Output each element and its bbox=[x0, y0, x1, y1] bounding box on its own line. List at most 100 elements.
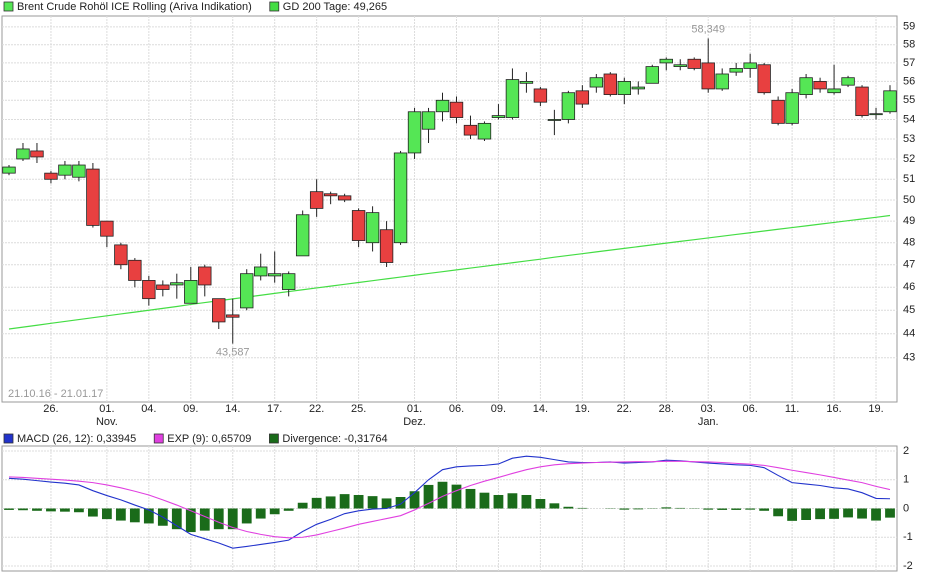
x-tick-label: 01. bbox=[99, 403, 114, 415]
candle-body bbox=[533, 88, 548, 103]
divergence-bar bbox=[479, 492, 490, 509]
y-tick-label: 54 bbox=[903, 113, 915, 125]
candle-body bbox=[589, 77, 604, 88]
divergence-bar bbox=[129, 508, 140, 523]
x-tick-label: 25. bbox=[351, 403, 366, 415]
y-tick-label: 43 bbox=[903, 352, 915, 364]
divergence-bar bbox=[311, 497, 322, 509]
divergence-bar bbox=[857, 508, 867, 519]
x-tick-label: 09. bbox=[183, 403, 198, 415]
candle-body bbox=[309, 191, 324, 209]
annotation: 58,349 bbox=[691, 23, 725, 35]
y-tick-label: 45 bbox=[903, 304, 915, 316]
x-month-label: Jan. bbox=[698, 416, 719, 428]
candle-body bbox=[883, 90, 897, 113]
divergence-bar bbox=[843, 508, 853, 518]
x-tick-label: 09. bbox=[491, 403, 506, 415]
candle-body bbox=[268, 273, 282, 277]
divergence-bar bbox=[549, 503, 560, 509]
date-range: 21.10.16 - 21.01.17 bbox=[8, 388, 103, 400]
divergence-bar bbox=[787, 508, 798, 521]
y-tick-label: 1 bbox=[903, 474, 909, 486]
candle-body bbox=[687, 58, 701, 69]
y-tick-label: 51 bbox=[903, 173, 915, 185]
candle-body bbox=[407, 111, 422, 154]
legend-swatch bbox=[153, 433, 164, 444]
candle-body bbox=[757, 64, 771, 94]
divergence-bar bbox=[535, 499, 546, 509]
candle-body bbox=[2, 166, 16, 174]
candle-body bbox=[855, 86, 869, 117]
divergence-bar bbox=[339, 494, 350, 509]
y-tick-label: 53 bbox=[903, 133, 915, 145]
candle-body bbox=[114, 244, 128, 266]
x-tick-label: 26. bbox=[43, 403, 58, 415]
candle-body bbox=[72, 164, 86, 178]
candle-body bbox=[449, 101, 464, 118]
divergence-bar bbox=[885, 508, 895, 518]
candle-body bbox=[281, 273, 296, 290]
x-tick-label: 06. bbox=[449, 403, 464, 415]
candle-body bbox=[869, 113, 883, 116]
legend-label: Divergence: -0,31764 bbox=[282, 433, 387, 445]
x-tick-label: 14. bbox=[225, 403, 240, 415]
legend-label: MACD (26, 12): 0,33945 bbox=[17, 433, 136, 445]
indicator-line bbox=[8, 460, 891, 539]
y-tick-label: 0 bbox=[903, 502, 909, 514]
y-tick-label: 44 bbox=[903, 328, 915, 340]
divergence-bar bbox=[4, 508, 14, 510]
annotation: 43,587 bbox=[216, 347, 250, 359]
x-month-label: Dez. bbox=[403, 416, 426, 428]
candle-body bbox=[295, 214, 310, 257]
candle-body bbox=[813, 81, 827, 90]
divergence-bar bbox=[395, 497, 406, 509]
candle-body bbox=[505, 79, 520, 118]
divergence-bar bbox=[143, 508, 154, 524]
candle-body bbox=[212, 298, 226, 323]
candle-body bbox=[226, 314, 240, 318]
y-tick-label: 55 bbox=[903, 94, 915, 106]
candle-body bbox=[86, 168, 100, 226]
divergence-bar bbox=[577, 507, 588, 509]
legend-swatch bbox=[3, 1, 14, 12]
divergence-bar bbox=[353, 494, 364, 509]
x-tick-label: 19. bbox=[575, 403, 590, 415]
candle-body bbox=[44, 172, 58, 180]
divergence-bar bbox=[283, 508, 294, 511]
divergence-bar bbox=[46, 508, 56, 512]
candle-body bbox=[827, 88, 841, 94]
y-tick-label: 2 bbox=[903, 445, 909, 457]
divergence-bar bbox=[18, 508, 28, 511]
candle-body bbox=[393, 152, 408, 244]
divergence-bar bbox=[381, 498, 392, 509]
x-tick-label: 22. bbox=[617, 403, 632, 415]
candle-body bbox=[771, 99, 785, 124]
divergence-bar bbox=[829, 508, 839, 519]
divergence-bar bbox=[521, 494, 532, 509]
y-tick-label: 47 bbox=[903, 259, 915, 271]
y-tick-label: 49 bbox=[903, 215, 915, 227]
legend-label: EXP (9): 0,65709 bbox=[167, 433, 251, 445]
divergence-bar bbox=[703, 508, 714, 510]
candle-body bbox=[421, 111, 436, 130]
divergence-bar bbox=[437, 481, 448, 509]
x-tick-label: 22. bbox=[309, 403, 324, 415]
candle-body bbox=[463, 124, 478, 136]
candle-body bbox=[379, 229, 394, 263]
candle-body bbox=[617, 81, 631, 95]
divergence-bar bbox=[633, 508, 644, 510]
legend-swatch bbox=[269, 1, 280, 12]
candle-body bbox=[729, 68, 743, 73]
candle-body bbox=[715, 73, 729, 90]
candle-body bbox=[575, 90, 590, 105]
legend-swatch bbox=[269, 433, 279, 444]
candle-body bbox=[491, 115, 506, 118]
divergence-bar bbox=[801, 508, 811, 520]
candle-body bbox=[659, 58, 673, 64]
divergence-bar bbox=[759, 508, 770, 511]
divergence-bar bbox=[227, 508, 238, 530]
divergence-bar bbox=[185, 508, 196, 533]
candle-body bbox=[673, 64, 687, 67]
x-month-label: Nov. bbox=[96, 416, 118, 428]
